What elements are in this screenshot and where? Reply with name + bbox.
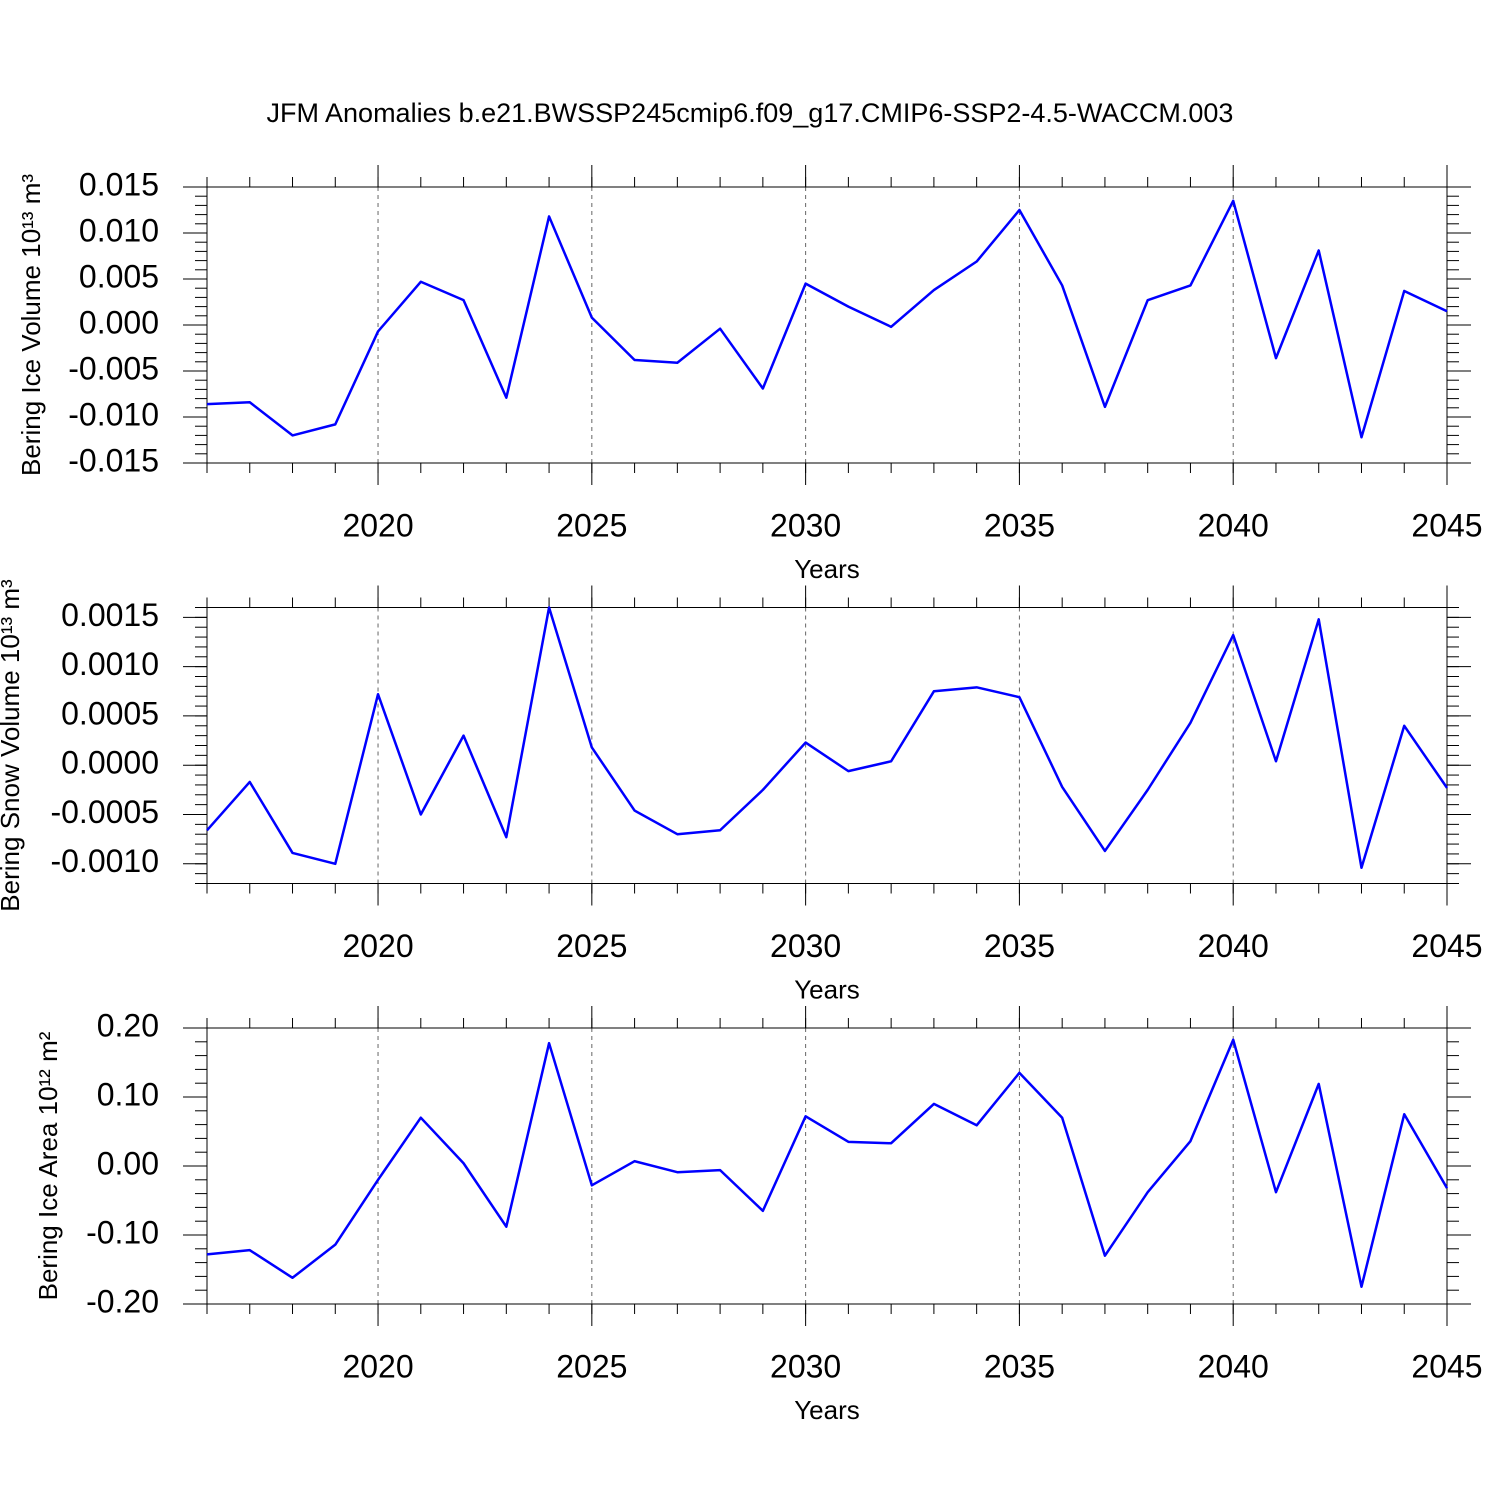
x-axis-label: Years [794, 554, 860, 584]
y-tick-label: 0.0000 [61, 745, 159, 781]
y-tick-label: -0.0005 [50, 794, 159, 830]
x-tick-label: 2025 [556, 507, 627, 543]
plot-frame [206, 186, 1448, 464]
y-tick-label: -0.015 [68, 442, 159, 478]
y-axis-label: Bering Ice Volume 10¹³ m³ [16, 174, 46, 476]
y-axis-label: Bering Ice Area 10¹² m² [33, 1031, 63, 1300]
x-tick-label: 2040 [1198, 1348, 1269, 1384]
y-tick-label: 0.005 [79, 258, 159, 294]
x-tick-label: 2045 [1411, 507, 1482, 543]
plot-frame [206, 607, 1448, 884]
y-tick-label: -0.10 [86, 1214, 159, 1250]
x-tick-label: 2045 [1411, 1348, 1482, 1384]
y-tick-label: 0.0005 [61, 695, 159, 731]
x-tick-label: 2030 [770, 1348, 841, 1384]
y-tick-label: 0.10 [97, 1076, 159, 1112]
y-tick-label: -0.010 [68, 396, 159, 432]
x-tick-label: 2035 [984, 1348, 1055, 1384]
y-tick-label: 0.20 [97, 1007, 159, 1043]
x-tick-label: 2040 [1198, 928, 1269, 964]
x-tick-label: 2020 [342, 928, 413, 964]
y-tick-label: 0.00 [97, 1145, 159, 1181]
x-tick-label: 2045 [1411, 928, 1482, 964]
x-tick-label: 2030 [770, 507, 841, 543]
y-tick-label: -0.005 [68, 350, 159, 386]
y-tick-label: 0.010 [79, 212, 159, 248]
y-axis-label: Bering Snow Volume 10¹³ m³ [0, 579, 25, 912]
x-tick-label: 2025 [556, 928, 627, 964]
y-tick-label: 0.000 [79, 304, 159, 340]
x-axis-label: Years [794, 974, 860, 1004]
data-line [206, 199, 1448, 439]
x-tick-label: 2025 [556, 1348, 627, 1384]
chart-title: JFM Anomalies b.e21.BWSSP245cmip6.f09_g1… [267, 98, 1234, 128]
y-tick-label: -0.20 [86, 1283, 159, 1319]
y-tick-label: 0.0010 [61, 646, 159, 682]
x-axis-label: Years [794, 1395, 860, 1425]
x-tick-label: 2040 [1198, 507, 1269, 543]
x-tick-label: 2035 [984, 507, 1055, 543]
y-tick-label: -0.0010 [50, 843, 159, 879]
x-tick-label: 2035 [984, 928, 1055, 964]
x-tick-label: 2030 [770, 928, 841, 964]
x-tick-label: 2020 [342, 1348, 413, 1384]
y-tick-label: 0.015 [79, 166, 159, 202]
y-tick-label: 0.0015 [61, 597, 159, 633]
plot-frame [206, 1027, 1448, 1305]
x-tick-label: 2020 [342, 507, 413, 543]
data-line [206, 606, 1449, 869]
data-line [206, 1038, 1449, 1288]
